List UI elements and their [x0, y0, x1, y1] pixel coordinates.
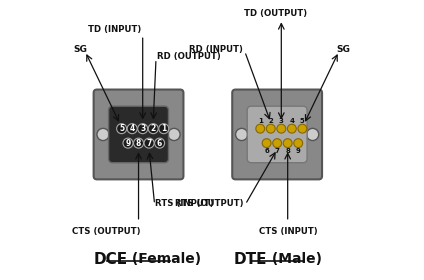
Circle shape	[287, 124, 296, 133]
Text: DCE: DCE	[93, 252, 128, 267]
Text: 1: 1	[258, 118, 263, 124]
Text: DTE: DTE	[234, 252, 268, 267]
Text: SG: SG	[336, 45, 350, 54]
Text: 5: 5	[119, 124, 124, 133]
Text: 6: 6	[264, 148, 269, 154]
Text: 9: 9	[126, 139, 131, 148]
Circle shape	[127, 124, 137, 134]
Text: TD (OUTPUT): TD (OUTPUT)	[244, 9, 307, 18]
Text: 8: 8	[285, 148, 290, 154]
Circle shape	[123, 138, 133, 148]
Circle shape	[155, 138, 165, 148]
Circle shape	[236, 128, 248, 141]
Text: RTS (OUTPUT): RTS (OUTPUT)	[175, 199, 243, 208]
FancyBboxPatch shape	[232, 90, 322, 179]
Circle shape	[134, 138, 144, 148]
Text: 8: 8	[136, 139, 141, 148]
Text: 5: 5	[300, 118, 305, 124]
Text: (Male): (Male)	[268, 252, 322, 266]
Text: TD (INPUT): TD (INPUT)	[88, 25, 141, 34]
Text: (Female): (Female)	[128, 252, 201, 266]
FancyBboxPatch shape	[94, 90, 184, 179]
Circle shape	[148, 124, 158, 134]
Text: 2: 2	[151, 124, 156, 133]
Text: 6: 6	[157, 139, 162, 148]
Text: CTS (INPUT): CTS (INPUT)	[259, 227, 318, 236]
Text: 1: 1	[161, 124, 166, 133]
Circle shape	[159, 124, 169, 134]
Text: 7: 7	[146, 139, 152, 148]
Text: SG: SG	[73, 45, 87, 54]
Circle shape	[117, 124, 127, 134]
Circle shape	[277, 124, 286, 133]
Circle shape	[294, 139, 303, 148]
Circle shape	[298, 124, 307, 133]
Text: RTS (INPUT): RTS (INPUT)	[155, 199, 214, 208]
Circle shape	[97, 128, 109, 141]
Circle shape	[256, 124, 265, 133]
Circle shape	[138, 124, 148, 134]
Text: 3: 3	[279, 118, 284, 124]
Circle shape	[266, 124, 275, 133]
Circle shape	[307, 128, 319, 141]
Text: RD (OUTPUT): RD (OUTPUT)	[156, 52, 220, 61]
Text: 4: 4	[130, 124, 135, 133]
Circle shape	[262, 139, 271, 148]
FancyBboxPatch shape	[109, 106, 168, 163]
Circle shape	[144, 138, 154, 148]
Text: 7: 7	[275, 148, 279, 154]
Text: 2: 2	[268, 118, 273, 124]
Circle shape	[273, 139, 282, 148]
Circle shape	[168, 128, 180, 141]
Text: 4: 4	[289, 118, 294, 124]
Text: 9: 9	[296, 148, 301, 154]
Text: RD (INPUT): RD (INPUT)	[189, 45, 243, 53]
Text: 3: 3	[140, 124, 145, 133]
Circle shape	[283, 139, 292, 148]
Text: CTS (OUTPUT): CTS (OUTPUT)	[72, 227, 140, 236]
FancyBboxPatch shape	[247, 106, 307, 163]
